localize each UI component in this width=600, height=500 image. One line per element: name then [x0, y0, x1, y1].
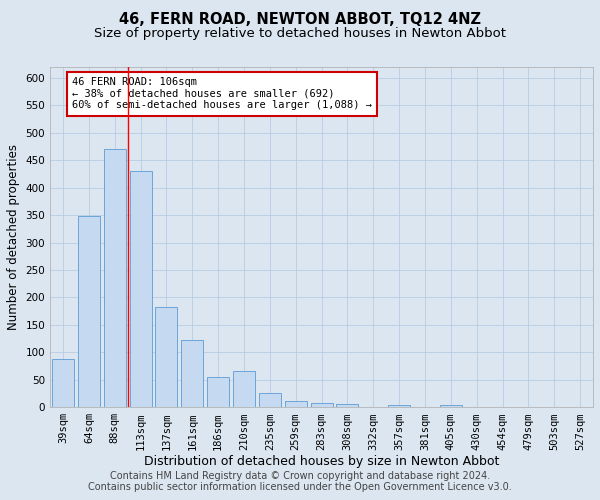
Bar	[104, 149, 126, 407]
Bar	[181, 340, 203, 407]
Bar	[285, 400, 307, 407]
Bar	[52, 359, 74, 407]
Text: 46, FERN ROAD, NEWTON ABBOT, TQ12 4NZ: 46, FERN ROAD, NEWTON ABBOT, TQ12 4NZ	[119, 12, 481, 28]
Bar	[130, 171, 152, 407]
Bar	[233, 372, 255, 407]
Text: Size of property relative to detached houses in Newton Abbot: Size of property relative to detached ho…	[94, 28, 506, 40]
Text: Contains HM Land Registry data © Crown copyright and database right 2024.
Contai: Contains HM Land Registry data © Crown c…	[88, 471, 512, 492]
Bar	[388, 405, 410, 407]
Bar	[78, 216, 100, 407]
Bar	[337, 404, 358, 407]
X-axis label: Distribution of detached houses by size in Newton Abbot: Distribution of detached houses by size …	[144, 455, 499, 468]
Bar	[155, 306, 178, 407]
Bar	[440, 405, 462, 407]
Text: 46 FERN ROAD: 106sqm
← 38% of detached houses are smaller (692)
60% of semi-deta: 46 FERN ROAD: 106sqm ← 38% of detached h…	[72, 77, 372, 110]
Bar	[207, 377, 229, 407]
Bar	[311, 402, 332, 407]
Bar	[259, 394, 281, 407]
Y-axis label: Number of detached properties: Number of detached properties	[7, 144, 20, 330]
